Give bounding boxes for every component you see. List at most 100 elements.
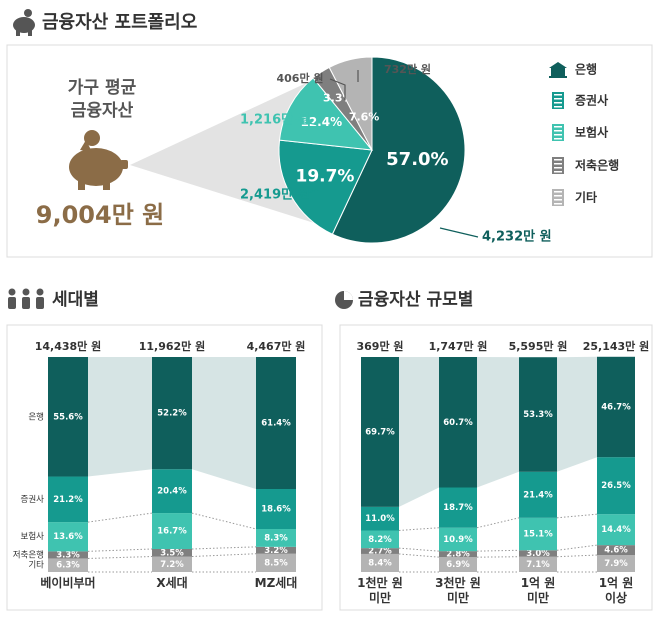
value-label: 60.7% xyxy=(443,418,473,428)
value-label: 6.3% xyxy=(56,561,80,571)
legend-label: 보험사 xyxy=(575,125,608,140)
total-label: 5,595만 원 xyxy=(509,339,568,353)
bar-segment xyxy=(519,517,557,551)
row-label: 저축은행 xyxy=(13,549,44,560)
total-label: 1,747만 원 xyxy=(429,339,488,353)
connector-line xyxy=(476,549,520,552)
value-label: 61.4% xyxy=(261,419,291,429)
bar-segment xyxy=(256,489,296,529)
pie-icon xyxy=(335,291,353,309)
connector-line xyxy=(398,547,440,552)
bar-segment xyxy=(361,553,399,572)
legend-label: 저축은행 xyxy=(575,158,619,173)
value-label: 10.9% xyxy=(443,535,473,545)
pie-slice xyxy=(278,77,374,151)
total-label: 9,004만 원 xyxy=(36,201,164,229)
connector-line xyxy=(191,512,257,530)
bar-segment xyxy=(439,527,477,552)
bar-segment xyxy=(519,550,557,557)
value-label: 69.7% xyxy=(365,427,395,437)
leader-line xyxy=(329,78,346,100)
connector-area xyxy=(192,357,256,490)
pig-icon xyxy=(69,130,128,190)
connector-area xyxy=(477,357,519,488)
value-label: 52.2% xyxy=(157,409,187,419)
bar-segment xyxy=(48,476,88,523)
value-label: 16.7% xyxy=(157,527,187,537)
legend-icon xyxy=(552,189,564,206)
value-label: 15.1% xyxy=(523,530,553,540)
connector-line xyxy=(398,527,440,532)
value-label: 20.4% xyxy=(157,487,187,497)
value-label: 2.7% xyxy=(368,547,392,557)
building xyxy=(552,189,564,206)
connector-line xyxy=(476,517,520,529)
pie-slice xyxy=(278,139,373,235)
bar-segment xyxy=(597,457,635,515)
bar-segment xyxy=(48,558,88,572)
legend-icon xyxy=(552,92,564,109)
pie-slice xyxy=(331,56,466,244)
bar-segment xyxy=(256,553,296,572)
value-label: 8.2% xyxy=(368,535,392,545)
connector-line xyxy=(191,553,257,558)
value-label: 46.7% xyxy=(601,402,631,412)
slice-label: 57.0% xyxy=(386,149,448,170)
total-label: 25,143만 원 xyxy=(583,339,650,353)
value-label: 3.0% xyxy=(526,549,550,559)
window xyxy=(554,130,562,132)
bar-segment xyxy=(152,513,192,549)
window xyxy=(554,203,562,205)
value-label: 55.6% xyxy=(53,412,83,422)
slice-label: 19.7% xyxy=(295,166,354,186)
bar-segment xyxy=(256,529,296,547)
window xyxy=(554,171,562,173)
connectors xyxy=(398,356,598,573)
connector-line xyxy=(191,546,257,550)
connector-area xyxy=(88,357,152,477)
bar-segment xyxy=(439,487,477,528)
slice-label: 12.4% xyxy=(300,115,342,129)
legend-label: 은행 xyxy=(575,62,597,77)
bar-segment xyxy=(152,469,192,514)
value-label: 26.5% xyxy=(601,481,631,491)
connector-area xyxy=(399,357,439,507)
category-label: 1천만 원 미만 xyxy=(357,576,403,605)
section-title: 세대별 xyxy=(52,290,99,310)
total-label: 11,962만 원 xyxy=(139,339,206,353)
bar-segment xyxy=(597,545,635,556)
subtitle: 금융자산 xyxy=(71,101,134,121)
portfolio-panel xyxy=(6,44,653,258)
value-label: 21.2% xyxy=(53,495,83,505)
value-label: 8.5% xyxy=(264,558,288,568)
value-label: 53.3% xyxy=(523,410,553,420)
building xyxy=(552,157,564,174)
bar-segment xyxy=(519,556,557,572)
value-label: 3.2% xyxy=(264,546,288,556)
connector-line xyxy=(87,512,153,523)
bar-segment xyxy=(48,522,88,552)
row-label: 보험사 xyxy=(21,532,45,542)
legend-label: 증권사 xyxy=(575,93,608,108)
total-label: 4,467만 원 xyxy=(247,339,306,353)
connectors xyxy=(87,357,257,573)
value-label: 8.3% xyxy=(264,533,288,543)
category-label: 베이비부머 xyxy=(40,576,96,590)
window xyxy=(554,199,562,201)
bar-segment xyxy=(597,555,635,572)
row-label: 은행 xyxy=(28,411,44,422)
connector-line xyxy=(398,553,440,558)
value-label: 14.4% xyxy=(601,525,631,535)
value-label: 21.4% xyxy=(523,490,553,500)
window xyxy=(554,167,562,169)
window xyxy=(554,195,562,197)
row-label: 기타 xyxy=(28,561,44,571)
legend-icon xyxy=(552,124,564,141)
body xyxy=(551,68,565,76)
category-label: 1억 원 이상 xyxy=(598,576,634,605)
bar-segment xyxy=(256,357,296,490)
bar-segment xyxy=(361,357,399,507)
value-label: 2.8% xyxy=(446,550,470,560)
total-label: 369만 원 xyxy=(356,339,403,353)
category-label: 3천만 원 미만 xyxy=(435,576,481,605)
